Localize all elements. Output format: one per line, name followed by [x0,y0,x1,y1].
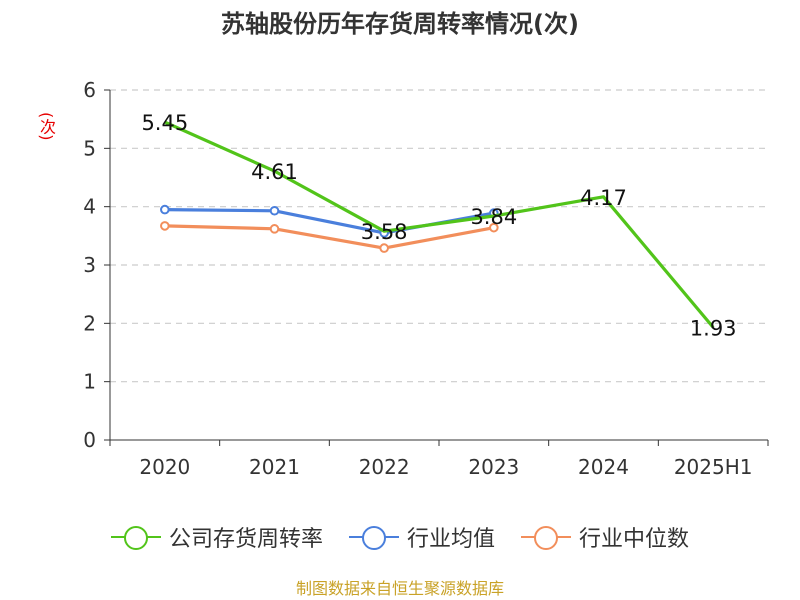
data-label: 1.93 [690,316,737,340]
legend-marker-icon [110,525,161,550]
data-point [379,243,389,253]
y-tick-label: 6 [83,78,96,102]
data-label: 3.84 [470,205,517,229]
legend-label: 公司存货周转率 [168,527,323,552]
legend-label: 行业均值 [406,527,495,552]
data-label: 4.17 [580,186,627,210]
grid-lines [110,89,768,383]
legend-item-industry-median[interactable]: 行业中位数 [521,520,689,554]
data-point [160,204,170,215]
x-tick-label: 2025H1 [674,455,753,479]
x-tick-label: 2023 [468,455,519,479]
x-tick-label: 2024 [578,455,629,479]
data-label: 3.58 [361,220,408,244]
series-line [164,120,715,329]
y-tick-label: 4 [83,195,96,219]
data-label: 5.45 [141,111,188,135]
legend-marker-icon [521,525,571,550]
x-tick-label: 2021 [249,455,300,479]
x-tick-label: 2022 [359,455,410,479]
legend: 公司存货周转率 行业均值 行业中位数 [0,520,800,554]
legend-marker-icon [348,525,399,550]
series-line [164,224,495,250]
y-tick-label: 0 [83,428,96,452]
chart-title: 苏轴股份历年存货周转率情况(次) [221,10,579,38]
legend-label: 行业中位数 [579,527,690,552]
axes: 0 1 2 3 4 5 6 2020 2021 2022 2023 2024 2025H1 [83,78,769,479]
line-chart: 0 1 2 3 4 5 6 2020 2021 2022 2023 2024 2025H1 5.45 4.… [83,78,769,479]
data-point [160,221,170,231]
data-labels: 5.45 4.61 3.58 3.84 4.17 1.93 [141,111,736,340]
data-point [269,224,280,234]
legend-item-industry-avg[interactable]: 行业均值 [348,520,495,554]
x-tick-label: 2020 [139,455,190,479]
source-footer: 制图数据来自恒生聚源数据库 [295,579,504,598]
y-tick-label: 1 [83,370,96,394]
y-tick-label: 5 [83,136,96,160]
y-tick-label: 2 [83,311,96,335]
y-axis-label: (次) [37,112,56,141]
legend-item-company[interactable]: 公司存货周转率 [110,520,323,554]
data-point [269,205,280,216]
data-label: 4.61 [251,160,298,184]
data-point [489,222,499,233]
y-tick-label: 3 [83,253,96,277]
series-lines [160,120,715,329]
